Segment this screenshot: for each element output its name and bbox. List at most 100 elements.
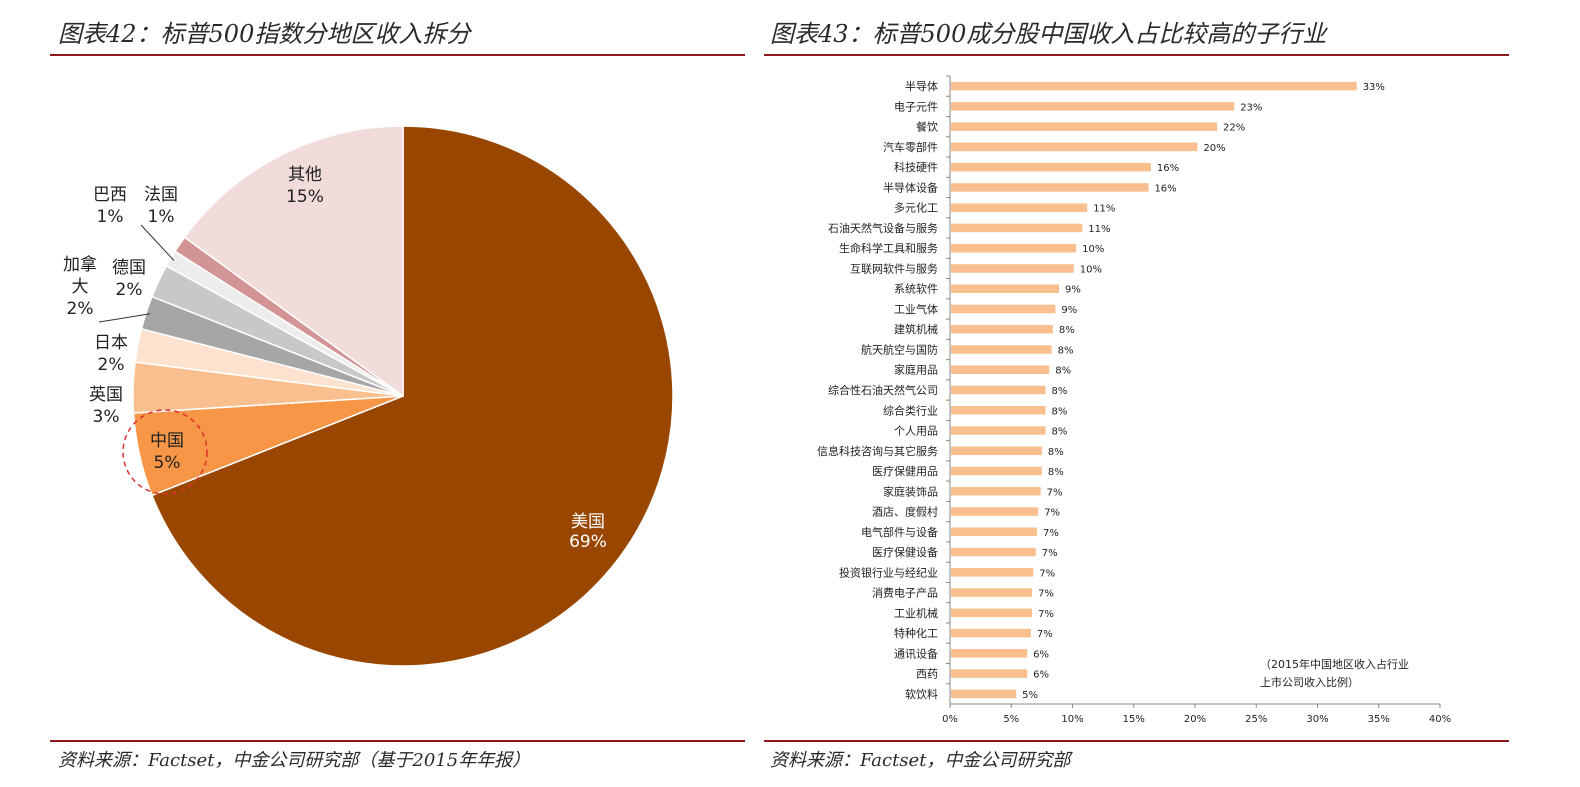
bar-category-label: 综合性石油天然气公司 [828,383,938,397]
bar-value-label: 10% [1082,244,1104,255]
bar [951,203,1088,212]
right-figure: 图表43：标普500成分股中国收入占比较高的子行业 0% 5% 10% 15% 20% 2… [764,0,1570,787]
bar-category-label: 电气部件与设备 [861,525,938,539]
bar-value-label: 7% [1037,629,1053,640]
bar [951,588,1033,597]
bar-value-label: 7% [1038,589,1054,600]
bar-category-label: 电子元件 [894,100,938,113]
bar-category-label: 个人用品 [894,425,938,438]
bar-category-label: 工业机械 [894,606,938,620]
chart-note-line2: 上市公司收入比例） [1260,675,1359,689]
bar-value-label: 9% [1065,285,1081,296]
bar [951,243,1077,253]
bar [951,689,1017,699]
bar-category-label: 半导体 [905,79,938,93]
x-tick-label: 25% [1245,714,1267,725]
bar [951,385,1046,395]
bar [951,608,1033,618]
bar-category-label: 餐饮 [916,120,938,134]
bar-category-label: 酒店、度假村 [872,505,938,519]
left-figure-title: 图表42：标普500指数分地区收入拆分 [58,20,471,48]
bar [951,628,1031,638]
bar-value-label: 16% [1154,183,1176,194]
bar [951,102,1235,111]
pie-value-label: 3% [93,407,120,427]
x-tick-label: 20% [1184,714,1206,725]
pie-category-label: 英国 [89,385,123,405]
x-tick-label: 35% [1368,714,1390,725]
bar [951,365,1050,374]
pie-value-label: 2% [67,299,94,319]
bar-value-label: 9% [1061,305,1077,316]
bar-value-label: 33% [1363,82,1385,93]
bar [951,81,1357,91]
pie-leader-line [140,224,175,261]
pie-value-label: 2% [116,280,143,300]
x-tick-label: 10% [1061,714,1083,725]
pie-category-label: 德国 [112,258,146,278]
left-title-rule [50,54,745,56]
bar-category-label: 家庭装饰品 [883,484,938,498]
left-source-rule [50,740,745,742]
bar-value-label: 10% [1080,264,1102,275]
bar-value-label: 16% [1157,163,1179,174]
pie-value-label: 69% [569,532,607,552]
pie-category-label: 日本 [94,333,128,353]
bar-category-label: 科技硬件 [894,160,938,174]
bar-value-label: 7% [1038,609,1054,620]
bar-category-label: 石油天然气设备与服务 [828,221,938,235]
pie-category-label: 法国 [144,185,178,205]
right-figure-title: 图表43：标普500成分股中国收入占比较高的子行业 [770,20,1327,48]
bar [951,264,1074,273]
bar-category-label: 软饮料 [905,687,938,701]
bar [951,487,1041,496]
pie-value-label: 1% [97,207,124,227]
bar-category-label: 多元化工 [894,201,938,215]
pie-leader-line [98,313,151,323]
bar-value-label: 7% [1042,548,1058,559]
bar [951,406,1046,415]
bar-value-label: 8% [1052,406,1068,417]
bar-value-label: 8% [1058,345,1074,356]
pie-category-label: 中国 [150,431,184,451]
bar [951,324,1053,334]
bar [951,669,1028,678]
bar-category-label: 互联网软件与服务 [850,261,938,275]
bar-category-label: 通讯设备 [894,646,938,660]
pie-slice-0 [150,125,674,667]
bar [951,142,1198,152]
pie-category-label: 美国 [571,512,605,532]
x-tick-label: 5% [1003,714,1019,725]
bar [951,162,1151,172]
bar-category-label: 西药 [916,668,938,681]
bar-category-label: 消费电子产品 [872,586,938,600]
right-title-rule [764,54,1509,56]
bar-value-label: 5% [1022,690,1038,701]
pie-value-label: 2% [98,355,125,375]
bar-category-label: 信息科技咨询与其它服务 [817,444,938,458]
bar-category-label: 家庭用品 [894,363,938,377]
bar-value-label: 8% [1055,366,1071,377]
x-tick-label: 30% [1306,714,1328,725]
bar-value-label: 11% [1093,204,1115,215]
bar-category-label: 汽车零部件 [883,140,938,154]
bar-category-label: 综合类行业 [883,403,938,417]
bar-value-label: 8% [1048,447,1064,458]
bar-value-label: 6% [1033,670,1049,681]
left-figure: 图表42：标普500指数分地区收入拆分 美国 69% 中国 5% 英国 3% 日本 2% 加拿大… [0,0,760,787]
bar [951,284,1060,293]
pie-value-label: 1% [148,207,175,227]
pie-category-label-cont: 大 [72,277,89,297]
bar [951,568,1034,577]
bar [951,466,1042,476]
bar-value-label: 7% [1039,568,1055,579]
bar-category-label: 建筑机械 [894,322,938,336]
bar-value-label: 7% [1043,528,1059,539]
bar [951,223,1083,233]
bar [951,304,1056,314]
highlight-circle [122,409,208,495]
bar-category-label: 系统软件 [894,282,938,296]
bar-value-label: 20% [1203,143,1225,154]
bar-value-label: 11% [1088,224,1110,235]
bar [951,183,1149,192]
